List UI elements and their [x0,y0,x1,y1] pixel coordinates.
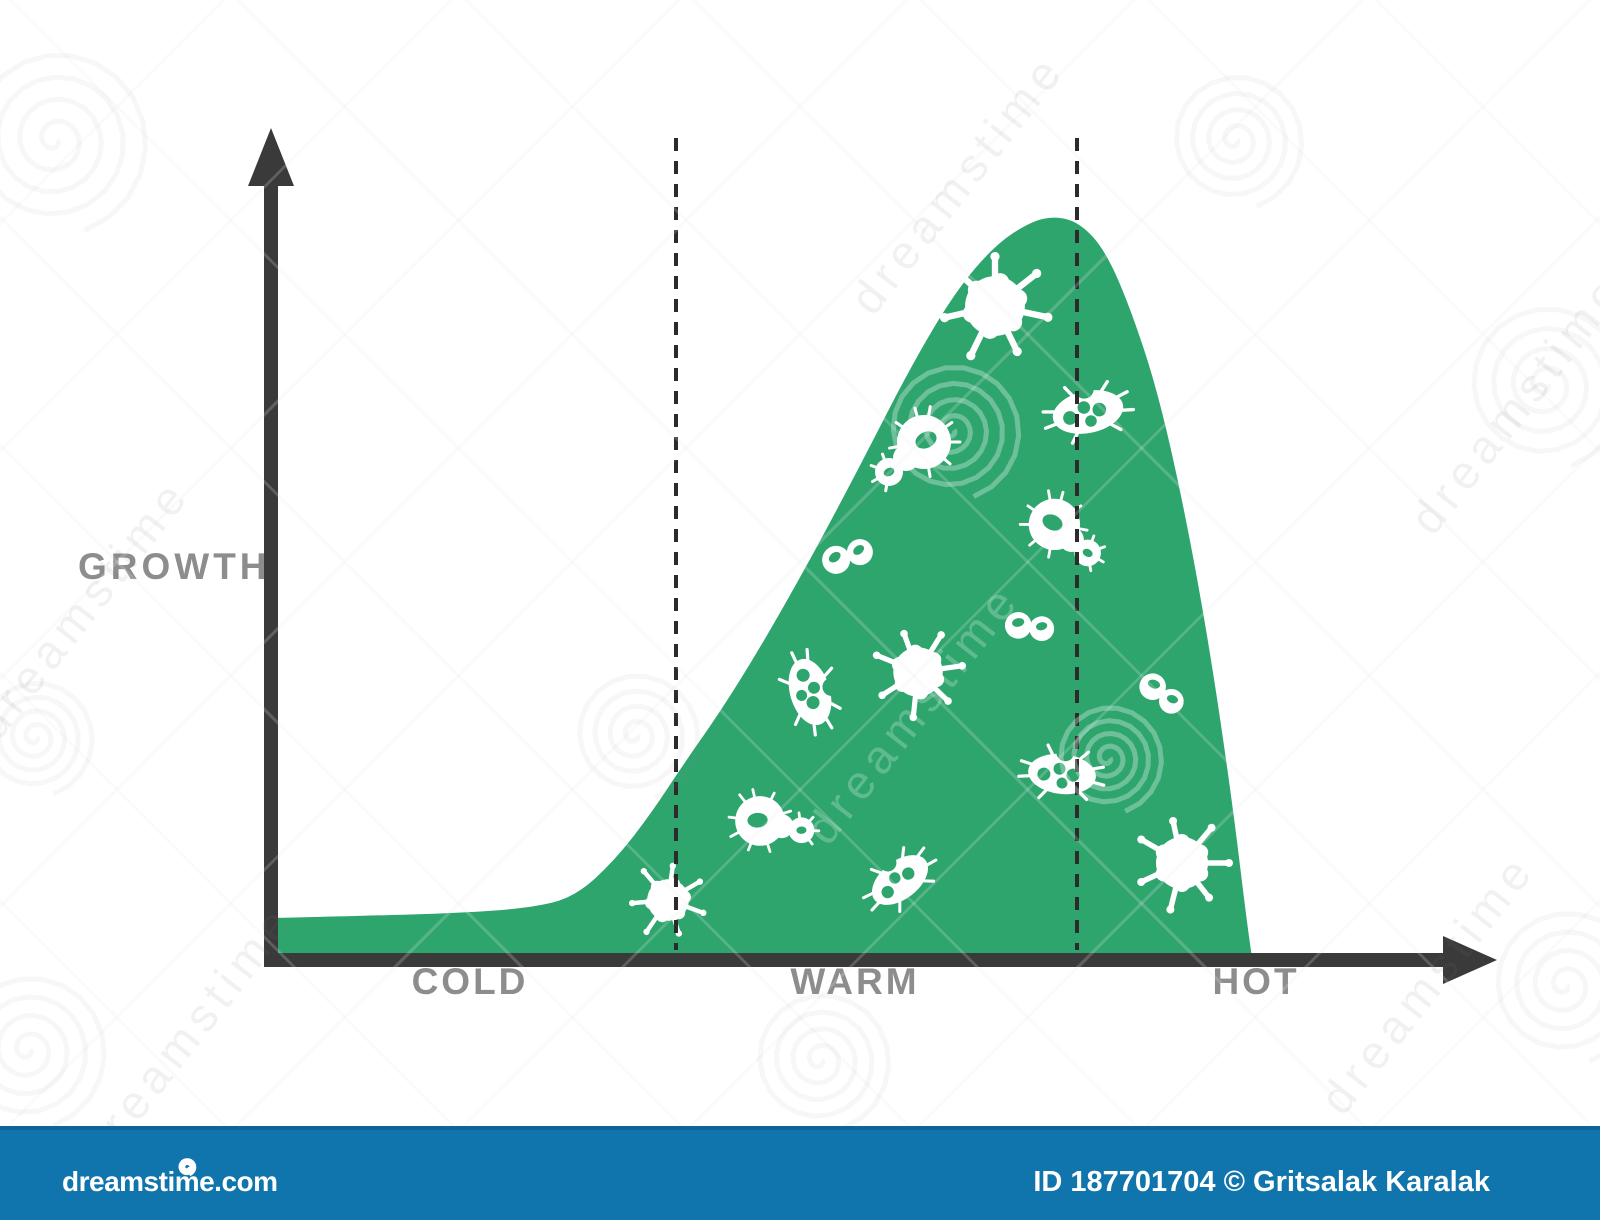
virus-bacterium-icon [1137,816,1233,914]
x-zone-label-cold: COLD [411,961,529,1002]
y-axis-label: GROWTH [78,546,271,587]
bean-bacterium-icon [1041,379,1136,445]
image-credit-text: ID 187701704 © Gritsalak Karalak [1033,1165,1490,1198]
axes-layer [248,128,1497,984]
footer-bar: dreamstime.com ID 187701704 © Gritsalak … [0,1126,1600,1220]
bean-bacterium-icon [862,846,938,913]
growth-curve-path [274,217,1252,968]
zone-divider-dashed-lines [674,138,1079,950]
cocci-bacterium-icon [1139,673,1184,714]
cocci-bacterium-icon [822,539,873,574]
virus-bacterium-icon [872,629,967,722]
y-axis-arrowhead [248,128,294,186]
x-zone-label-hot: HOT [1212,961,1300,1002]
y-axis-line [264,182,278,967]
amoeba-bacterium-icon [727,788,821,853]
amoeba-bacterium-icon [869,405,962,493]
virus-bacterium-icon [628,862,707,937]
bean-bacterium-icon [777,647,842,737]
dreamstime-spiral-icon [178,1158,197,1177]
dreamstime-logo-text: dreamstime.com [62,1166,278,1197]
bacteria-icons-layer [628,251,1233,937]
growth-curve-area [274,217,1252,968]
dreamstime-logo: dreamstime.com [62,1158,278,1198]
x-axis-arrowhead [1443,936,1497,984]
virus-bacterium-icon [939,251,1053,361]
cocci-bacterium-icon [1004,612,1055,642]
x-axis-line [264,953,1449,967]
x-zone-label-warm: WARM [790,961,920,1002]
